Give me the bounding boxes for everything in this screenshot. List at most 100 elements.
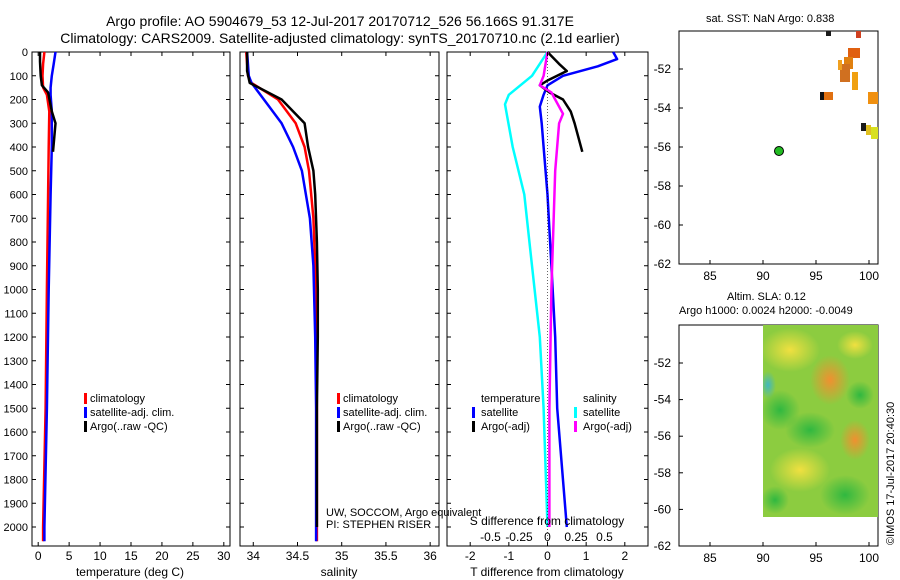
- map-lat-tick-label: -62: [654, 257, 672, 271]
- depth-tick-label: 800: [10, 237, 28, 249]
- map-lat-tick-label: -58: [654, 179, 672, 193]
- t-difference-axis-label: T difference from climatology: [470, 565, 624, 579]
- s-difference-tick-label: -0.25: [505, 530, 533, 544]
- legend-swatch-argo: [337, 421, 340, 432]
- legend-label-climatology: climatology: [343, 393, 399, 405]
- map-lat-tick-label: -56: [654, 429, 672, 443]
- series-line-salinity-satellite: [503, 51, 549, 528]
- temperature-tick-label: 15: [124, 549, 138, 563]
- sst-pixel: [866, 125, 871, 135]
- sst-pixel: [856, 31, 861, 38]
- t-difference-tick-label: -2: [465, 549, 476, 563]
- legend-label-s-argo: Argo(-adj): [583, 421, 632, 433]
- series-line-salinity-argo-adj-: [538, 51, 565, 527]
- sst-pixel: [838, 60, 842, 70]
- t-difference-tick-label: 2: [621, 549, 628, 563]
- temperature-axis-label: temperature (deg C): [76, 565, 184, 579]
- map-lon-tick-label: 85: [703, 269, 717, 283]
- depth-tick-label: 1500: [4, 403, 28, 415]
- legend-label-satellite: satellite-adj. clim.: [343, 407, 427, 419]
- depth-tick-label: 1600: [4, 427, 28, 439]
- depth-tick-label: 400: [10, 142, 28, 154]
- sst-map: [678, 30, 879, 265]
- salinity-tick-label: 34.5: [286, 549, 310, 563]
- principal-investigator-note: PI: STEPHEN RISER: [326, 519, 431, 531]
- sla-map-title-1: Altim. SLA: 0.12: [727, 291, 806, 303]
- depth-tick-label: 1800: [4, 475, 28, 487]
- legend-label-climatology: climatology: [90, 393, 146, 405]
- s-difference-axis-label: S difference from climatology: [470, 514, 625, 528]
- legend-swatch-s-argo: [574, 421, 577, 432]
- sla-map-title-2: Argo h1000: 0.0024 h2000: -0.0049: [679, 305, 853, 317]
- sst-pixel: [826, 31, 831, 36]
- legend-swatch-s-satellite: [574, 407, 577, 418]
- figure-title-line1: Argo profile: AO 5904679_53 12-Jul-2017 …: [106, 13, 574, 29]
- s-difference-tick-label: 0.25: [564, 530, 588, 544]
- sst-pixel: [840, 64, 850, 82]
- temperature-legend: climatology satellite-adj. clim. Argo(..…: [84, 393, 174, 433]
- sla-anomaly-patch: [785, 412, 835, 448]
- sla-map: [678, 324, 879, 547]
- sla-anomaly-patch: [810, 355, 850, 405]
- salinity-panel-frame: [239, 51, 440, 547]
- map-lat-tick-label: -54: [654, 101, 672, 115]
- sla-anomaly-patch: [763, 371, 776, 399]
- map-lon-tick-label: 95: [809, 551, 823, 565]
- argo-float-marker: [774, 146, 784, 156]
- sla-anomaly-patch: [840, 420, 870, 460]
- t-difference-tick-label: 0: [544, 549, 551, 563]
- sla-anomaly-patch: [770, 448, 830, 492]
- sst-pixel: [868, 92, 878, 104]
- depth-tick-label: 500: [10, 166, 28, 178]
- map-lat-tick-label: -54: [654, 393, 672, 407]
- depth-tick-label: 1400: [4, 380, 28, 392]
- depth-tick-label: 1200: [4, 332, 28, 344]
- depth-tick-label: 1700: [4, 451, 28, 463]
- map-lon-tick-label: 90: [756, 269, 770, 283]
- figure-title-line2: Climatology: CARS2009. Satellite-adjuste…: [60, 30, 620, 46]
- sst-pixel: [820, 92, 824, 100]
- salinity-tick-label: 35: [335, 549, 349, 563]
- map-lon-tick-label: 95: [809, 269, 823, 283]
- legend-label-t-argo: Argo(-adj): [481, 421, 530, 433]
- legend-swatch-t-argo: [472, 421, 475, 432]
- depth-tick-label: 0: [22, 47, 28, 59]
- depth-tick-label: 1100: [4, 308, 28, 320]
- map-lat-tick-label: -52: [654, 356, 672, 370]
- legend-swatch-argo: [84, 421, 87, 432]
- legend-label-satellite: satellite-adj. clim.: [90, 407, 174, 419]
- sst-pixel: [852, 72, 858, 90]
- sst-pixel: [823, 92, 833, 100]
- salinity-legend: climatology satellite-adj. clim. Argo(..…: [337, 393, 427, 433]
- map-lat-tick-label: -56: [654, 140, 672, 154]
- legend-swatch-satellite: [337, 407, 340, 418]
- t-difference-tick-label: 1: [583, 549, 590, 563]
- depth-tick-label: 2000: [4, 522, 28, 534]
- sst-map-title: sat. SST: NaN Argo: 0.838: [706, 13, 835, 25]
- temperature-tick-label: 25: [186, 549, 200, 563]
- legend-swatch-climatology: [337, 393, 340, 404]
- sla-anomaly-patch: [763, 486, 789, 514]
- depth-tick-label: 1300: [4, 356, 28, 368]
- sla-field: [763, 325, 878, 517]
- temperature-tick-label: 0: [35, 549, 42, 563]
- legend-label-s-satellite: satellite: [583, 407, 620, 419]
- s-difference-tick-label: -0.5: [480, 530, 501, 544]
- depth-tick-label: 200: [10, 95, 28, 107]
- legend-label-argo: Argo(..raw -QC): [90, 421, 168, 433]
- legend-swatch-t-satellite: [472, 407, 475, 418]
- sst-pixel: [871, 127, 878, 139]
- depth-tick-label: 1000: [4, 285, 28, 297]
- sst-pixel: [861, 123, 866, 131]
- temperature-tick-label: 20: [155, 549, 169, 563]
- s-difference-tick-label: 0.5: [596, 530, 613, 544]
- legend-swatch-satellite: [84, 407, 87, 418]
- map-lat-tick-label: -62: [654, 539, 672, 553]
- legend-swatch-climatology: [84, 393, 87, 404]
- sla-anomaly-patch: [846, 381, 874, 409]
- temperature-panel-frame: [31, 51, 231, 547]
- profile-source-note: UW, SOCCOM, Argo equivalent: [326, 507, 481, 519]
- temperature-tick-label: 10: [93, 549, 107, 563]
- depth-tick-label: 600: [10, 190, 28, 202]
